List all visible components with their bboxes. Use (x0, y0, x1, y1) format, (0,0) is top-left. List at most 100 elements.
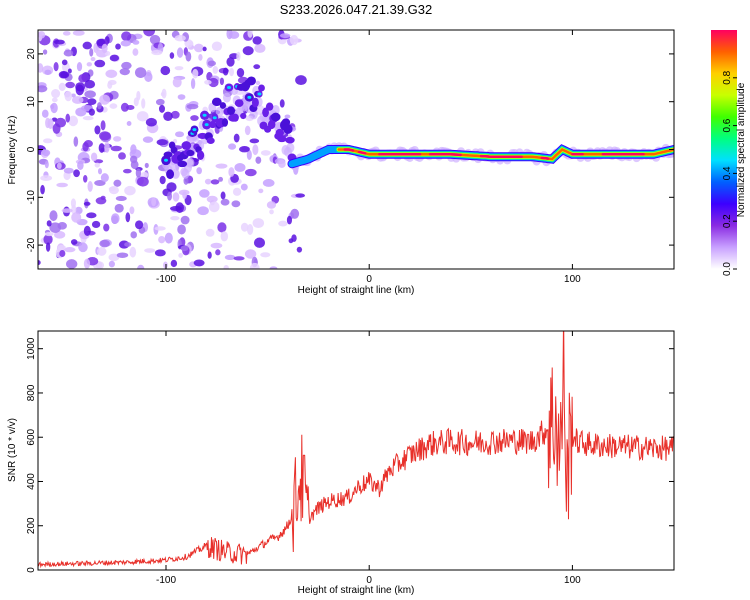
heat-blob (190, 78, 196, 90)
heat-blob (222, 67, 229, 76)
heat-blob (99, 239, 110, 248)
ridge-core (234, 99, 244, 107)
heat-blob (96, 38, 106, 47)
heat-blob (86, 212, 97, 219)
ridge-core (283, 124, 293, 134)
heat-blob (224, 254, 236, 260)
heat-blob (244, 168, 257, 177)
heat-blob (109, 103, 118, 109)
heat-blob (44, 231, 54, 237)
heat-blob (95, 197, 107, 205)
heat-blob (279, 99, 285, 108)
snr-series-line (38, 331, 674, 569)
heat-blob (290, 208, 300, 219)
ridge-hot (227, 86, 232, 90)
heat-blob (43, 234, 53, 245)
heat-blob (208, 201, 220, 213)
heat-blob (151, 49, 163, 56)
ridge-core (258, 84, 265, 92)
heat-blob (71, 212, 82, 223)
heat-blob (149, 34, 161, 45)
heat-blob (82, 115, 94, 121)
heat-blob (63, 167, 74, 174)
heat-blob (170, 259, 178, 268)
snr-x-axis-title: Height of straight line (km) (298, 585, 415, 596)
heat-blob (77, 160, 84, 171)
spectrogram-x-axis-title: Height of straight line (km) (298, 285, 415, 296)
heat-blob (240, 222, 249, 232)
heat-blob (99, 131, 111, 141)
ridge-core (181, 141, 192, 150)
heat-blob (247, 30, 253, 38)
heat-blob (246, 149, 252, 160)
heat-blob (121, 61, 132, 70)
heat-blob (258, 188, 264, 194)
heat-blob (126, 121, 132, 126)
heat-blob (202, 46, 207, 52)
heat-blob (72, 30, 85, 36)
ridge-core (219, 102, 227, 109)
heat-blob (291, 234, 297, 242)
colorbar-tick-label: 0.0 (722, 262, 733, 276)
heat-blob (38, 63, 44, 73)
heat-blob (169, 52, 175, 59)
heat-blob (136, 111, 149, 122)
heat-blob (186, 103, 199, 110)
ridge-core (163, 151, 173, 158)
x-tick-label: 100 (564, 274, 581, 285)
heat-blob (129, 206, 135, 215)
heat-blob (61, 208, 73, 213)
ridge-peak (540, 156, 550, 160)
heat-blob (253, 237, 265, 248)
heat-blob (295, 193, 306, 198)
heat-blob (144, 162, 149, 169)
heat-blob (220, 231, 229, 242)
spectrogram-y-axis-title: Frequency (Hz) (7, 116, 18, 185)
y-tick-label: -20 (26, 237, 37, 252)
heat-blob (78, 242, 88, 253)
heat-blob (232, 187, 242, 196)
heat-blob (208, 77, 219, 88)
heat-blob (84, 90, 96, 99)
heat-blob (71, 96, 84, 104)
ridge-peak (357, 150, 367, 155)
ridge-core (246, 76, 256, 86)
heat-blob (100, 173, 109, 183)
heat-blob (120, 40, 131, 47)
heat-blob (38, 85, 48, 93)
heat-blob (129, 246, 137, 258)
heat-blob (266, 201, 277, 209)
ridge-core (227, 106, 236, 116)
y-tick-label: 400 (26, 473, 37, 490)
heat-blob (83, 225, 91, 237)
heat-blob (83, 201, 91, 206)
ridge-core (277, 135, 287, 143)
heat-blob (53, 61, 59, 72)
heat-blob (278, 220, 288, 227)
ridge-halo (222, 92, 231, 103)
ridge-peak (428, 153, 462, 157)
heat-blob (244, 249, 257, 259)
heat-blob (228, 143, 237, 150)
heat-blob (234, 163, 246, 172)
heat-blob (140, 171, 149, 178)
ridge-peak (343, 148, 355, 152)
heat-blob (240, 183, 248, 191)
heat-blob (192, 68, 199, 79)
heat-blob (97, 168, 103, 175)
colorbar-tick-label: 0.6 (722, 118, 733, 132)
heat-blob (144, 248, 156, 253)
heat-blob (249, 262, 260, 269)
heat-blob (246, 224, 254, 235)
heat-blob (88, 108, 95, 116)
heat-blob (73, 136, 79, 147)
x-tick-label: 100 (564, 575, 581, 586)
heat-blob (295, 75, 307, 86)
heat-blob (142, 136, 154, 143)
heat-blob (218, 176, 224, 182)
heat-blob (46, 220, 52, 227)
heat-blob (108, 260, 115, 268)
ridge-core (265, 102, 274, 111)
heat-blob (233, 256, 245, 261)
heat-blob (269, 266, 278, 269)
